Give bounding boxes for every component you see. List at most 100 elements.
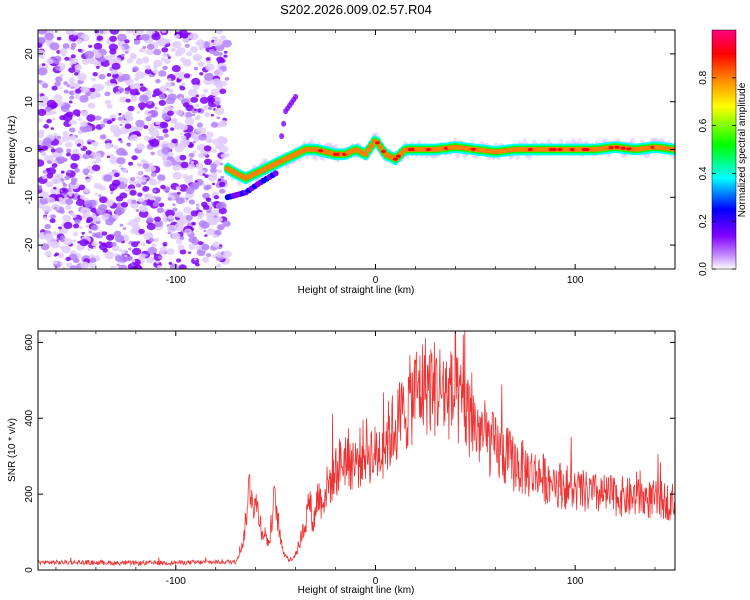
noise-blob (172, 164, 181, 171)
noise-blob (171, 232, 181, 240)
noise-blob (68, 127, 76, 133)
noise-blob (97, 221, 101, 224)
noise-blob (121, 253, 125, 256)
noise-blob (177, 142, 187, 150)
noise-blob (176, 191, 181, 195)
noise-blob (44, 32, 54, 41)
noise-blob (76, 38, 83, 44)
noise-blob (142, 45, 147, 49)
noise-blob (196, 207, 200, 211)
noise-blob (167, 56, 171, 59)
noise-blob (156, 207, 164, 214)
noise-blob (191, 257, 200, 265)
noise-blob (118, 264, 128, 269)
noise-blob (157, 174, 166, 181)
noise-blob (157, 180, 162, 184)
noise-blob (66, 169, 72, 174)
noise-blob (178, 264, 187, 269)
noise-blob (74, 219, 81, 224)
noise-blob (68, 193, 73, 197)
signal-peak (518, 147, 524, 152)
noise-blob (65, 141, 73, 148)
noise-blob (74, 168, 80, 173)
noise-blob (111, 245, 120, 252)
noise-blob (217, 217, 224, 222)
noise-blob (96, 35, 104, 41)
noise-blob (59, 209, 65, 214)
noise-blob (136, 176, 140, 180)
noise-blob (169, 106, 174, 110)
noise-blob (200, 93, 207, 99)
noise-blob (38, 79, 43, 84)
noise-blob (76, 113, 81, 117)
noise-blob (210, 163, 218, 169)
signal-peak (446, 146, 452, 150)
noise-blob (153, 59, 163, 67)
noise-blob (78, 130, 82, 133)
noise-blob (205, 63, 215, 71)
noise-blob (203, 151, 208, 155)
noise-blob (158, 70, 167, 77)
snr-ticks: -100 0 100 0 200 400 600 (24, 331, 675, 587)
noise-blob (204, 234, 208, 237)
noise-blob (205, 57, 211, 61)
noise-blob (63, 104, 70, 110)
noise-blob (126, 256, 133, 262)
colorbar-tick-label: 0.2 (698, 214, 709, 228)
noise-blob (166, 248, 175, 255)
noise-blob (104, 91, 111, 97)
noise-blob (139, 94, 149, 103)
noise-blob (93, 182, 102, 189)
signal-peak (318, 149, 324, 153)
noise-blob (176, 47, 186, 55)
noise-blob (201, 256, 210, 263)
noise-blob (191, 222, 196, 226)
noise-blob (158, 99, 166, 106)
noise-blob (131, 126, 139, 132)
noise-blob (55, 76, 63, 83)
signal-peak (551, 147, 557, 152)
noise-blob (205, 197, 212, 203)
noise-blob (114, 234, 125, 243)
noise-blob (121, 73, 131, 81)
noise-blob (54, 81, 61, 87)
noise-blob (192, 113, 196, 117)
noise-blob (180, 135, 187, 141)
noise-blob (153, 189, 157, 193)
noise-blob (99, 134, 107, 140)
noise-blob (208, 97, 216, 104)
noise-blob (96, 65, 100, 69)
noise-blob (129, 134, 139, 142)
noise-blob (219, 88, 227, 95)
noise-blob (164, 38, 171, 44)
noise-blob (218, 52, 223, 56)
noise-blob (105, 218, 114, 226)
noise-blob (180, 161, 189, 169)
noise-blob (203, 229, 207, 233)
noise-blob (213, 38, 223, 47)
noise-blob (214, 101, 221, 106)
noise-blob (38, 108, 47, 116)
noise-blob (59, 48, 67, 55)
noise-blob (104, 100, 112, 105)
noise-blob (85, 178, 92, 183)
noise-blob (195, 204, 200, 208)
noise-blob (199, 96, 209, 104)
noise-blob (95, 231, 104, 239)
signal-peak (386, 154, 392, 158)
noise-blob (98, 194, 102, 197)
noise-blob (106, 234, 115, 241)
noise-blob (52, 177, 61, 185)
noise-blob (130, 96, 138, 102)
noise-blob (129, 54, 137, 60)
noise-blob (167, 224, 177, 233)
noise-blob (176, 79, 181, 83)
noise-blob (219, 162, 224, 166)
noise-blob (222, 220, 231, 227)
signal-peak (425, 147, 431, 152)
noise-blob (103, 174, 113, 182)
noise-blob (111, 62, 121, 70)
noise-blob (201, 244, 210, 251)
noise-blob (165, 97, 175, 105)
